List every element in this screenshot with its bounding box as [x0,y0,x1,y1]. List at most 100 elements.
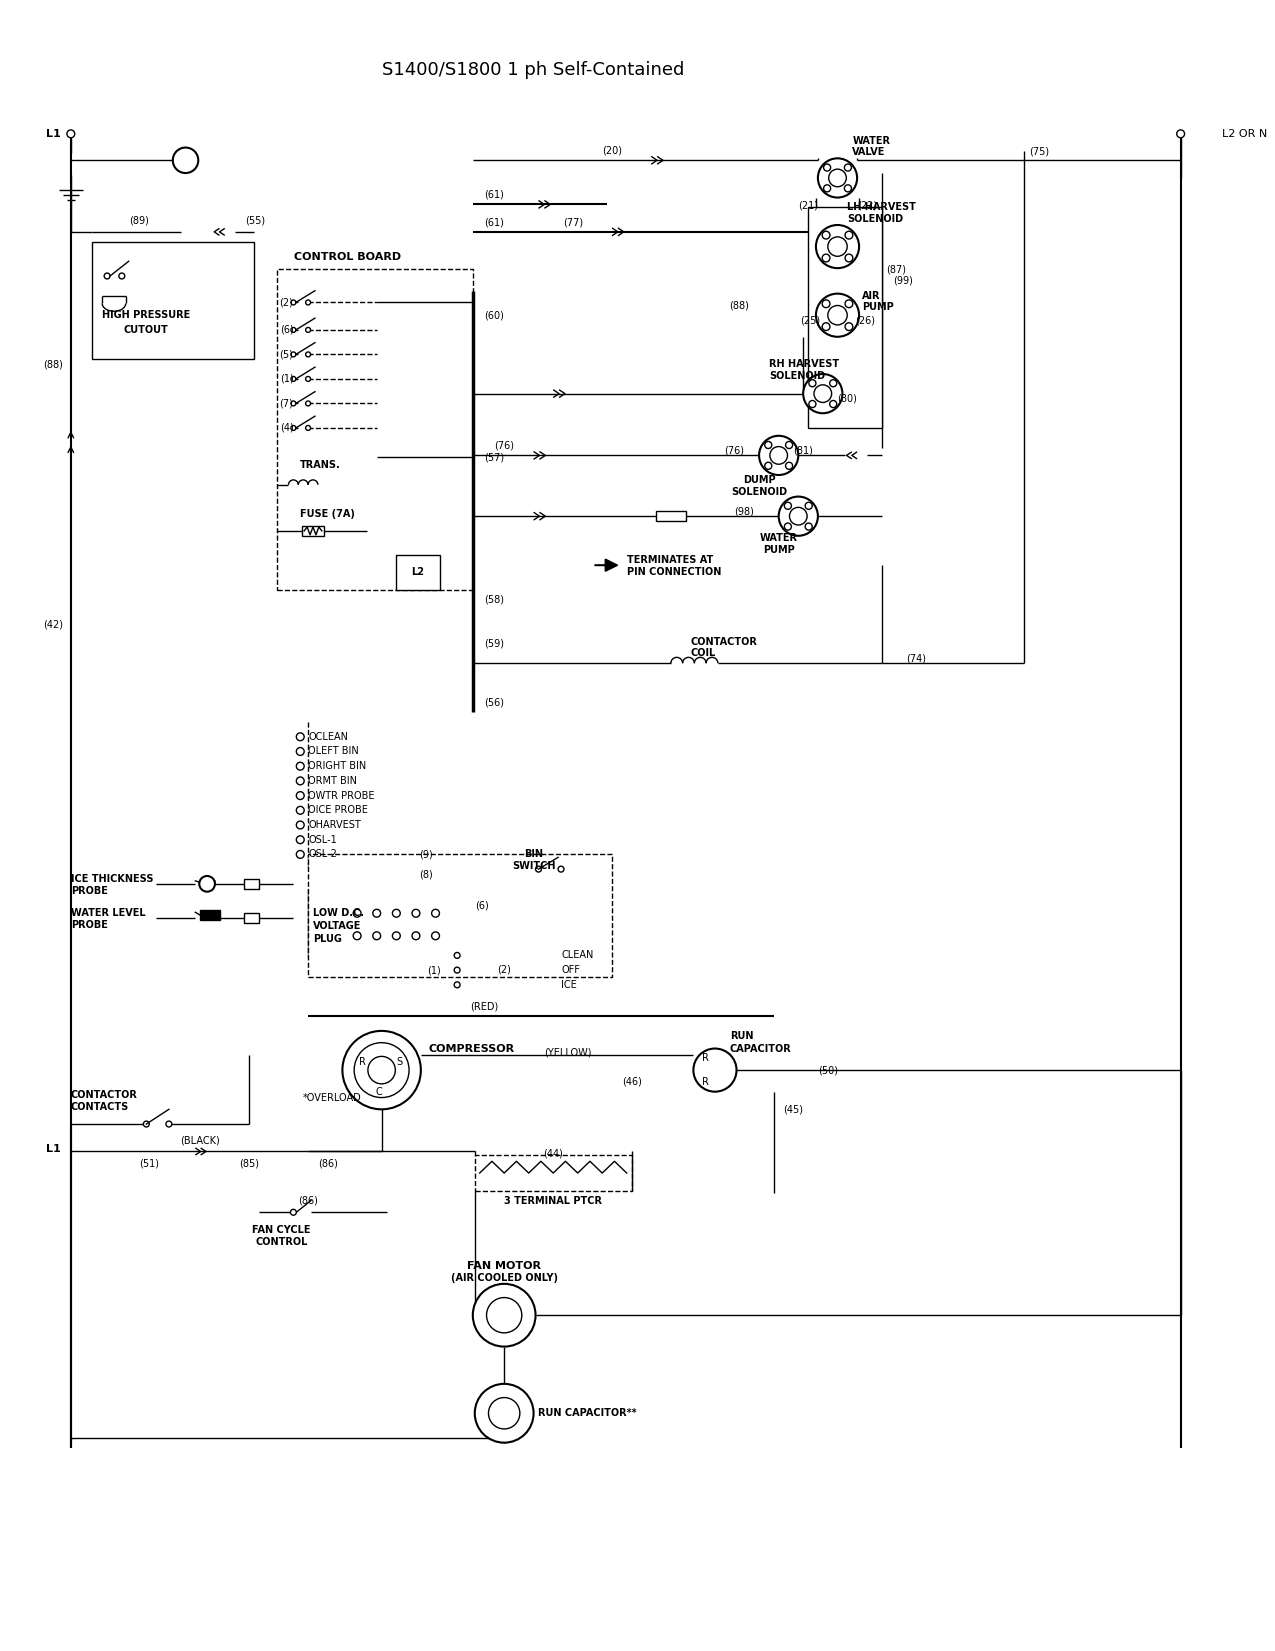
Text: (7): (7) [279,398,293,408]
Circle shape [806,523,812,530]
Text: (RED): (RED) [470,1002,499,1012]
Text: PROBE: PROBE [71,920,107,930]
Text: L2 OR N: L2 OR N [1221,129,1267,139]
Bar [474,1156,631,1190]
Circle shape [558,867,564,872]
Circle shape [296,792,305,799]
Circle shape [1177,130,1184,137]
Circle shape [454,982,460,987]
Text: (2): (2) [497,964,511,974]
Text: (6): (6) [474,900,488,910]
Circle shape [829,168,847,187]
Circle shape [822,322,830,330]
Text: (75): (75) [1029,147,1049,157]
Text: WATER: WATER [760,533,798,543]
Text: (9): (9) [419,849,432,860]
Text: RUN: RUN [729,1030,754,1040]
Circle shape [808,401,816,408]
Circle shape [296,835,305,844]
Text: CONTROL BOARD: CONTROL BOARD [293,253,400,263]
Text: AIR: AIR [862,291,881,300]
Circle shape [779,497,817,537]
Bar [397,555,440,589]
Circle shape [173,147,199,173]
Circle shape [296,850,305,859]
Text: CONTROL: CONTROL [255,1237,307,1247]
Circle shape [759,436,798,475]
Text: OWTR PROBE: OWTR PROBE [309,791,375,801]
Circle shape [844,163,852,172]
Text: COMPRESSOR: COMPRESSOR [428,1043,515,1053]
Bar [277,269,473,589]
Text: HIGH PRESSURE: HIGH PRESSURE [102,310,190,320]
Text: (22): (22) [857,200,877,210]
Circle shape [412,931,419,939]
Text: PUMP: PUMP [762,545,794,555]
Text: L1: L1 [46,129,60,139]
Circle shape [296,778,305,784]
Text: PLUG: PLUG [312,934,342,944]
Circle shape [291,401,296,406]
Circle shape [306,426,311,431]
Bar [302,527,324,537]
Text: (42): (42) [43,619,64,629]
Text: VALVE: VALVE [852,147,886,157]
Circle shape [816,294,859,337]
Circle shape [454,967,460,972]
Circle shape [765,441,771,449]
Circle shape [291,352,296,357]
Text: BIN: BIN [524,849,543,860]
Circle shape [827,305,847,325]
Text: (21): (21) [798,200,819,210]
Text: (86): (86) [298,1195,317,1205]
Circle shape [296,733,305,741]
Text: (60): (60) [484,310,505,320]
Circle shape [393,931,400,939]
Text: (25): (25) [799,315,820,325]
Text: (74): (74) [907,654,926,664]
Circle shape [473,1284,536,1347]
Text: CUTOUT: CUTOUT [124,325,168,335]
Text: SWITCH: SWITCH [511,862,556,872]
Circle shape [143,1121,149,1128]
Circle shape [770,446,788,464]
Text: CONTACTOR: CONTACTOR [691,637,757,647]
Circle shape [368,1057,395,1083]
Text: OCLEAN: OCLEAN [309,731,348,741]
Circle shape [845,231,853,239]
Text: (80): (80) [838,393,857,403]
Circle shape [822,254,830,263]
Circle shape [803,375,843,413]
Circle shape [291,1209,296,1215]
Text: SOLENOID: SOLENOID [731,487,787,497]
Text: (4): (4) [279,423,293,433]
Text: PROBE: PROBE [71,885,107,896]
Text: FAN MOTOR: FAN MOTOR [467,1261,541,1271]
Text: (89): (89) [130,215,149,225]
Text: (76): (76) [724,446,745,456]
Text: SOLENOID: SOLENOID [769,371,825,381]
Circle shape [488,1397,520,1428]
Text: (5): (5) [279,350,293,360]
Text: C: C [375,1086,382,1096]
Text: (98): (98) [734,507,755,517]
Bar [92,241,254,360]
Bar [657,512,686,522]
Circle shape [291,300,296,305]
Circle shape [824,185,830,192]
Circle shape [306,352,311,357]
Text: (86): (86) [317,1159,338,1169]
Text: (1): (1) [427,966,440,976]
Circle shape [296,821,305,829]
Text: DUMP: DUMP [743,475,775,485]
Circle shape [816,225,859,267]
Circle shape [822,231,830,239]
Circle shape [765,462,771,469]
Circle shape [306,401,311,406]
Circle shape [412,910,419,918]
Bar [245,878,259,888]
Bar [200,910,219,920]
Text: COIL: COIL [691,649,715,659]
Circle shape [353,931,361,939]
Text: OHARVEST: OHARVEST [309,821,361,830]
